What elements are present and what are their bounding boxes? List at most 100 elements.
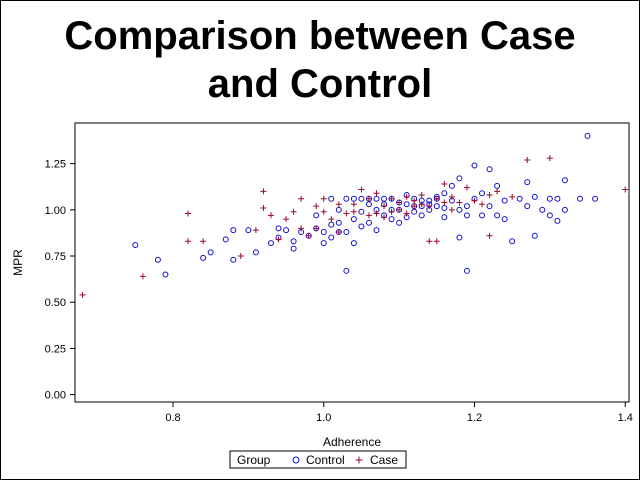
control-point (162, 271, 169, 278)
y-tick-label: 0.75 (45, 251, 66, 263)
control-point (494, 212, 501, 219)
control-point (373, 227, 380, 234)
case-point (441, 180, 448, 187)
case-point (426, 238, 433, 245)
y-tick-label: 0.00 (45, 390, 66, 402)
control-point (426, 197, 433, 204)
control-point (207, 249, 214, 256)
case-point (373, 190, 380, 197)
control-point (200, 254, 207, 261)
control-point (539, 206, 546, 213)
control-point (584, 132, 591, 139)
case-point (260, 204, 267, 211)
case-point (237, 253, 244, 260)
control-point (463, 267, 470, 274)
control-point (479, 190, 486, 197)
control-point (320, 229, 327, 236)
legend-control-marker (292, 456, 300, 464)
case-point (252, 227, 259, 234)
case-point (260, 188, 267, 195)
case-point (509, 193, 516, 200)
case-point (622, 186, 629, 193)
case-point (373, 210, 380, 217)
case-point (290, 208, 297, 215)
control-point (418, 212, 425, 219)
case-point (358, 186, 365, 193)
control-point (531, 232, 538, 239)
y-axis-title: MPR (11, 249, 25, 276)
case-point (283, 216, 290, 223)
case-point (388, 195, 395, 202)
case-point (305, 232, 312, 239)
control-point (350, 240, 357, 247)
control-point (313, 212, 320, 219)
control-point (509, 238, 516, 245)
control-point (328, 234, 335, 241)
control-point (222, 236, 229, 243)
control-point (456, 234, 463, 241)
control-point (554, 195, 561, 202)
control-point (381, 195, 388, 202)
control-point (546, 212, 553, 219)
control-point (328, 195, 335, 202)
case-point (139, 273, 146, 280)
case-point (546, 155, 553, 162)
control-point (230, 256, 237, 263)
control-point (320, 240, 327, 247)
x-axis-title: Adherence (323, 435, 381, 449)
case-point (403, 210, 410, 217)
control-point (531, 193, 538, 200)
legend-case-marker (355, 456, 363, 464)
case-point (388, 208, 395, 215)
control-point (358, 208, 365, 215)
case-point (411, 197, 418, 204)
control-point (463, 203, 470, 210)
control-point (486, 203, 493, 210)
x-tick-label: 1.0 (316, 412, 331, 424)
control-point (403, 201, 410, 208)
case-point (328, 216, 335, 223)
x-tick-label: 0.8 (165, 412, 180, 424)
case-point (411, 203, 418, 210)
case-point (486, 232, 493, 239)
case-point (298, 195, 305, 202)
control-point (456, 206, 463, 213)
control-point (365, 219, 372, 226)
case-point (456, 199, 463, 206)
case-point (313, 203, 320, 210)
y-tick-label: 0.50 (45, 297, 66, 309)
control-point (350, 195, 357, 202)
control-point (577, 195, 584, 202)
case-point (185, 238, 192, 245)
case-point (524, 156, 531, 163)
legend-control-label: Control (306, 453, 345, 467)
y-tick-label: 1.25 (45, 159, 66, 171)
control-point (275, 225, 282, 232)
control-point (343, 229, 350, 236)
case-point (320, 195, 327, 202)
case-point (267, 212, 274, 219)
control-point (456, 175, 463, 182)
control-point (441, 214, 448, 221)
control-point (524, 179, 531, 186)
control-point (388, 216, 395, 223)
control-point (516, 195, 523, 202)
legend-title: Group (237, 453, 271, 467)
legend-case-label: Case (370, 453, 398, 467)
case-point (463, 184, 470, 191)
control-point (561, 206, 568, 213)
case-point (448, 206, 455, 213)
case-point (418, 192, 425, 199)
control-point (479, 212, 486, 219)
control-point (592, 195, 599, 202)
plot-area (74, 122, 630, 403)
control-point (267, 240, 274, 247)
control-point (546, 195, 553, 202)
case-point (433, 195, 440, 202)
case-point (403, 193, 410, 200)
case-point (365, 212, 372, 219)
case-point (441, 199, 448, 206)
control-point (554, 217, 561, 224)
control-point (486, 166, 493, 173)
